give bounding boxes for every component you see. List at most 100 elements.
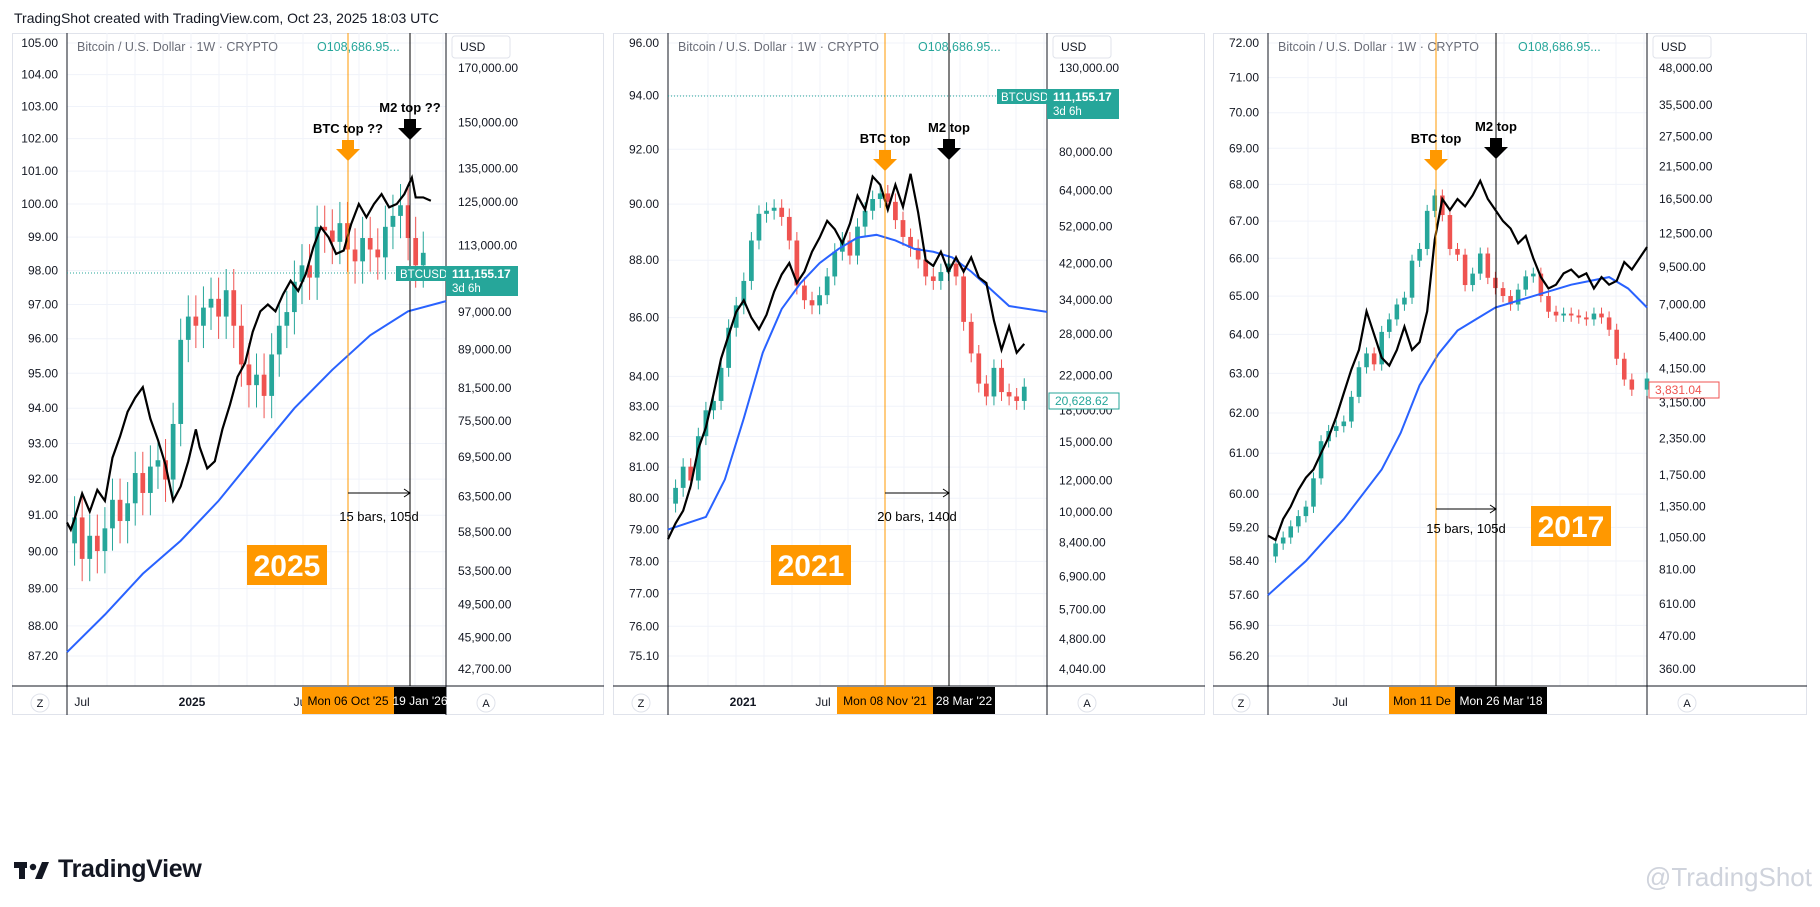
m2-top-date-box [394, 687, 446, 714]
scale-z-button[interactable]: Z [631, 693, 651, 713]
candle-body [1006, 392, 1012, 397]
candle-body [375, 249, 381, 258]
candle-body [254, 374, 259, 386]
candle-body [1356, 367, 1362, 397]
footer-brand-text: TradingView [58, 855, 202, 883]
candle-body [1273, 543, 1278, 557]
right-axis-tick: 45,900.00 [458, 631, 512, 645]
left-axis-tick: 76.00 [629, 619, 659, 633]
right-axis-tick: 3,150.00 [1659, 396, 1706, 410]
candle-body [802, 285, 807, 301]
candle-body [1311, 478, 1316, 507]
scale-z-button[interactable]: Z [30, 693, 50, 713]
candle-body [1584, 317, 1589, 320]
scale-z-button[interactable]: Z [1231, 693, 1251, 713]
candle-body [1447, 215, 1453, 249]
candle-body [299, 265, 305, 282]
currency-label: USD [460, 40, 486, 54]
m2-top-date: Mon 26 Mar '18 [1460, 694, 1543, 708]
candle-body [1014, 396, 1020, 401]
bars-span-arrowhead-icon [403, 488, 411, 498]
price-tag-symbol-box [997, 89, 1047, 104]
candle-body [786, 216, 792, 241]
candle-body [322, 226, 328, 231]
candle-body [1296, 516, 1301, 527]
candle-body [140, 473, 146, 493]
auto-scale-button[interactable]: A [1077, 693, 1097, 713]
candle-body [870, 199, 876, 211]
candle-body [1455, 248, 1460, 255]
candle-body [1409, 260, 1415, 298]
candle-body [953, 263, 959, 277]
left-axis-tick: 100.00 [21, 197, 58, 211]
candle-body [680, 466, 686, 488]
candle-body [1440, 195, 1445, 216]
right-axis-tick: 4,150.00 [1659, 362, 1706, 376]
right-axis-tick: 16,500.00 [1659, 192, 1713, 206]
right-axis-tick: 81,500.00 [458, 381, 512, 395]
candle-body [132, 473, 138, 504]
candle-body [208, 298, 214, 308]
left-axis-tick: 92.00 [28, 472, 58, 486]
candle-body [1394, 304, 1400, 320]
candle-body [223, 290, 229, 317]
candle-body [991, 367, 997, 397]
candle-body [832, 251, 838, 277]
candle-body [1591, 313, 1597, 320]
bars-span-label: 15 bars, 105d [339, 509, 419, 524]
candle-body [923, 259, 929, 277]
candle-body [976, 353, 982, 384]
candle-body [87, 535, 93, 559]
candle-body [983, 383, 989, 397]
chart-panel-2021: 96.00 94.00 92.00 90.00 88.00 86.00 84.00 83.00… [613, 33, 1205, 715]
candle-body [337, 223, 343, 242]
left-axis-tick: 83.00 [629, 399, 659, 413]
auto-scale-button[interactable]: A [476, 693, 496, 713]
left-axis-tick: 72.00 [1229, 36, 1259, 50]
right-axis-tick: 12,000.00 [1059, 474, 1113, 488]
price-tag-sub: 3d 6h [1053, 106, 1082, 118]
candle-body [1614, 329, 1619, 359]
bars-span-arrowhead-icon [942, 488, 950, 498]
candle-body [352, 249, 358, 262]
right-axis-tick: 1,350.00 [1659, 500, 1706, 514]
right-axis-tick: 21,500.00 [1659, 160, 1713, 174]
right-axis-tick: 75,500.00 [458, 414, 512, 428]
candle-body [155, 460, 161, 467]
right-axis-tick: 69,500.00 [458, 450, 512, 464]
legend-value: O108,686.95... [918, 40, 1001, 54]
left-axis-tick: 97.00 [28, 298, 58, 312]
left-axis-tick: 98.00 [28, 264, 58, 278]
year-badge [771, 545, 851, 585]
right-axis-tick: 170,000.00 [458, 61, 518, 75]
candle-body [201, 307, 206, 326]
left-axis-tick: 63.00 [1229, 366, 1259, 380]
candle-body [1303, 506, 1309, 517]
left-axis-tick: 66.00 [1229, 251, 1259, 265]
m2-line [667, 173, 1026, 540]
left-axis-tick: 99.00 [28, 230, 58, 244]
left-axis-tick: 103.00 [21, 99, 58, 113]
right-axis-tick: 360.00 [1659, 662, 1696, 676]
left-axis-tick: 101.00 [21, 164, 58, 178]
candle-body [413, 238, 419, 266]
left-axis-tick: 94.00 [28, 401, 58, 415]
m2-top-arrow-icon [398, 119, 422, 140]
auto-scale-button-bg [476, 693, 496, 713]
left-axis-tick: 71.00 [1229, 71, 1259, 85]
chart-panel-2017: 72.00 71.00 70.00 69.00 68.00 67.00 66.00 65.00… [1213, 33, 1807, 715]
candle-body [72, 517, 77, 544]
left-axis-tick: 95.00 [28, 366, 58, 380]
secondary-price-tag [1048, 392, 1120, 410]
auto-scale-button[interactable]: A [1677, 693, 1697, 713]
candle-body [1599, 313, 1604, 318]
auto-scale-icon: A [482, 698, 490, 710]
right-axis-tick: 80,000.00 [1059, 145, 1113, 159]
right-axis-tick: 10,000.00 [1059, 505, 1113, 519]
left-axis-tick: 75.10 [629, 649, 659, 663]
candle-body [794, 240, 800, 286]
time-axis-tick: Jul [815, 695, 830, 709]
candle-body [1424, 210, 1430, 249]
footer-brand[interactable]: TradingView [14, 855, 202, 884]
candle-body [1644, 378, 1650, 390]
